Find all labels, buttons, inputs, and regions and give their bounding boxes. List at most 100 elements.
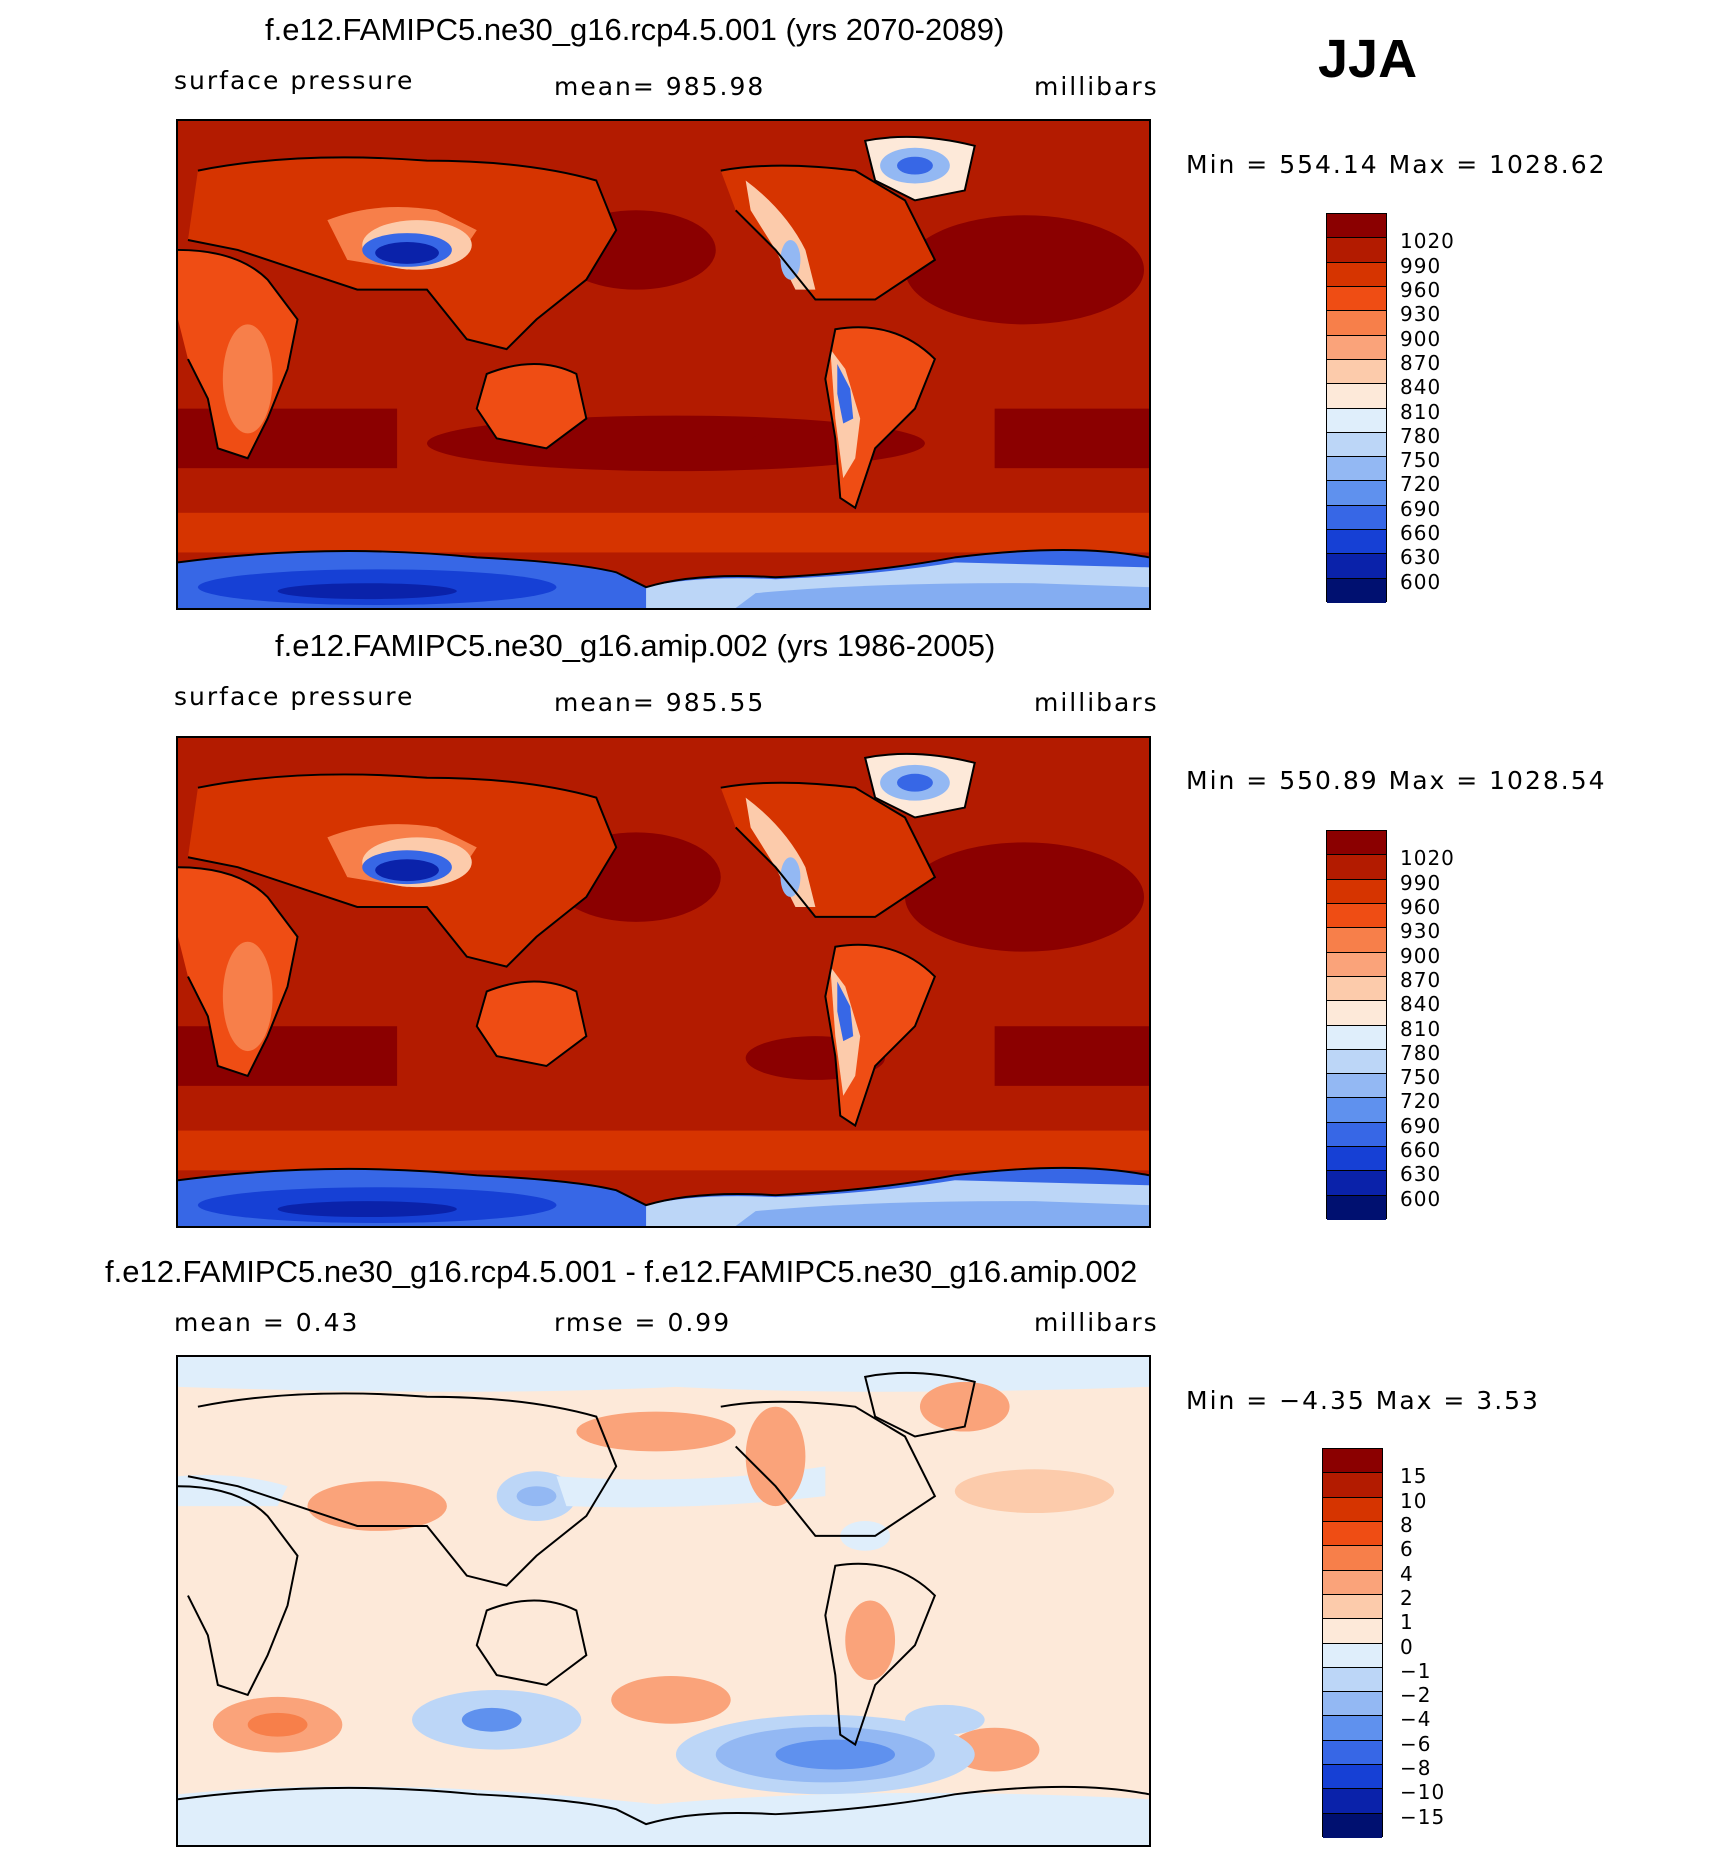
colorbar-swatch	[1327, 952, 1386, 977]
colorbar-level-label: 660	[1400, 1138, 1442, 1163]
colorbar-level-label: 930	[1400, 302, 1442, 327]
colorbar-swatch	[1323, 1570, 1382, 1595]
colorbar-level-label: 10	[1400, 1488, 1428, 1513]
colorbar-level-label: −15	[1400, 1804, 1446, 1829]
colorbar-swatch	[1327, 457, 1386, 482]
colorbar-swatch	[1327, 1122, 1386, 1148]
panel1-units-label: millibars	[1034, 72, 1159, 101]
colorbar-swatch	[1327, 481, 1386, 506]
panel3-map	[176, 1355, 1151, 1847]
panel1-minmax-label: Min = 554.14 Max = 1028.62	[1186, 150, 1607, 179]
colorbar-swatch	[1327, 879, 1386, 904]
colorbar-level-label: 990	[1400, 870, 1442, 895]
colorbar-level-label: 2	[1400, 1585, 1414, 1610]
panel1-map-plot	[178, 121, 1149, 608]
colorbar-swatch	[1327, 1171, 1386, 1196]
colorbar-level-label: 780	[1400, 1040, 1442, 1065]
colorbar-swatch	[1323, 1497, 1382, 1522]
panel3-colorbar	[1322, 1448, 1383, 1838]
colorbar-level-label: −2	[1400, 1683, 1432, 1708]
colorbar-swatch	[1323, 1692, 1382, 1717]
colorbar-swatch	[1327, 262, 1386, 287]
colorbar-level-label: 690	[1400, 496, 1442, 521]
colorbar-swatch	[1327, 1025, 1386, 1050]
colorbar-swatch	[1327, 335, 1386, 360]
colorbar-level-label: 6	[1400, 1537, 1414, 1562]
colorbar-level-label: −4	[1400, 1707, 1432, 1732]
colorbar-level-label: 840	[1400, 375, 1442, 400]
colorbar-level-label: 810	[1400, 1016, 1442, 1041]
colorbar-swatch	[1323, 1449, 1382, 1474]
colorbar-level-label: 840	[1400, 992, 1442, 1017]
colorbar-swatch	[1327, 1098, 1386, 1123]
panel2-mean-label: mean= 985.55	[554, 688, 766, 717]
colorbar-swatch	[1327, 1001, 1386, 1026]
colorbar-swatch	[1327, 384, 1386, 409]
colorbar-swatch	[1327, 1049, 1386, 1075]
colorbar-level-label: 1020	[1400, 229, 1455, 254]
colorbar-swatch	[1327, 214, 1386, 239]
colorbar-level-label: 960	[1400, 894, 1442, 919]
colorbar-level-label: 4	[1400, 1561, 1414, 1586]
colorbar-swatch	[1327, 1074, 1386, 1099]
colorbar-swatch	[1323, 1667, 1382, 1693]
colorbar-level-label: 900	[1400, 326, 1442, 351]
colorbar-level-label: 930	[1400, 919, 1442, 944]
panel1-map	[176, 119, 1151, 610]
panel1-colorbar	[1326, 213, 1387, 603]
colorbar-level-label: 900	[1400, 943, 1442, 968]
panel3-units-label: millibars	[1034, 1308, 1159, 1337]
colorbar-swatch	[1327, 286, 1386, 312]
colorbar-swatch	[1327, 578, 1386, 603]
colorbar-level-label: 690	[1400, 1113, 1442, 1138]
colorbar-swatch	[1323, 1643, 1382, 1668]
colorbar-level-label: 1	[1400, 1610, 1414, 1635]
colorbar-swatch	[1323, 1521, 1382, 1547]
colorbar-swatch	[1327, 505, 1386, 531]
colorbar-level-label: 630	[1400, 545, 1442, 570]
panel2-map	[176, 736, 1151, 1228]
colorbar-swatch	[1323, 1473, 1382, 1498]
colorbar-level-label: 720	[1400, 472, 1442, 497]
colorbar-level-label: 810	[1400, 399, 1442, 424]
colorbar-level-label: 870	[1400, 350, 1442, 375]
colorbar-level-label: 15	[1400, 1464, 1428, 1489]
colorbar-level-label: 1020	[1400, 846, 1455, 871]
panel2-variable-label: surface pressure	[174, 682, 415, 711]
colorbar-swatch	[1323, 1619, 1382, 1644]
colorbar-swatch	[1327, 928, 1386, 953]
colorbar-swatch	[1323, 1813, 1382, 1838]
colorbar-level-label: −10	[1400, 1780, 1446, 1805]
colorbar-level-label: 600	[1400, 569, 1442, 594]
panel2-colorbar	[1326, 830, 1387, 1220]
colorbar-swatch	[1323, 1594, 1382, 1620]
colorbar-level-label: 720	[1400, 1089, 1442, 1114]
colorbar-swatch	[1327, 408, 1386, 433]
panel1-mean-label: mean= 985.98	[554, 72, 766, 101]
colorbar-level-label: 8	[1400, 1512, 1414, 1537]
colorbar-swatch	[1327, 311, 1386, 336]
colorbar-swatch	[1327, 903, 1386, 929]
colorbar-level-label: −8	[1400, 1756, 1432, 1781]
colorbar-swatch	[1327, 530, 1386, 555]
colorbar-swatch	[1327, 1147, 1386, 1172]
colorbar-level-label: 870	[1400, 967, 1442, 992]
panel2-title: f.e12.FAMIPC5.ne30_g16.amip.002 (yrs 198…	[275, 628, 996, 663]
panel3-map-plot	[178, 1357, 1149, 1845]
panel2-minmax-label: Min = 550.89 Max = 1028.54	[1186, 766, 1607, 795]
colorbar-level-label: 750	[1400, 448, 1442, 473]
colorbar-level-label: 660	[1400, 521, 1442, 546]
colorbar-swatch	[1327, 831, 1386, 856]
panel3-mean-label: mean = 0.43	[174, 1308, 360, 1337]
panel3-title: f.e12.FAMIPC5.ne30_g16.rcp4.5.001 - f.e1…	[105, 1254, 1138, 1289]
colorbar-swatch	[1327, 359, 1386, 385]
panel1-variable-label: surface pressure	[174, 66, 415, 95]
panel3-rmse-label: rmse = 0.99	[554, 1308, 732, 1337]
colorbar-level-label: 600	[1400, 1186, 1442, 1211]
colorbar-level-label: −6	[1400, 1731, 1432, 1756]
panel2-map-plot	[178, 738, 1149, 1226]
colorbar-level-label: 960	[1400, 277, 1442, 302]
colorbar-level-label: 0	[1400, 1634, 1414, 1659]
colorbar-swatch	[1323, 1765, 1382, 1790]
colorbar-swatch	[1323, 1716, 1382, 1741]
